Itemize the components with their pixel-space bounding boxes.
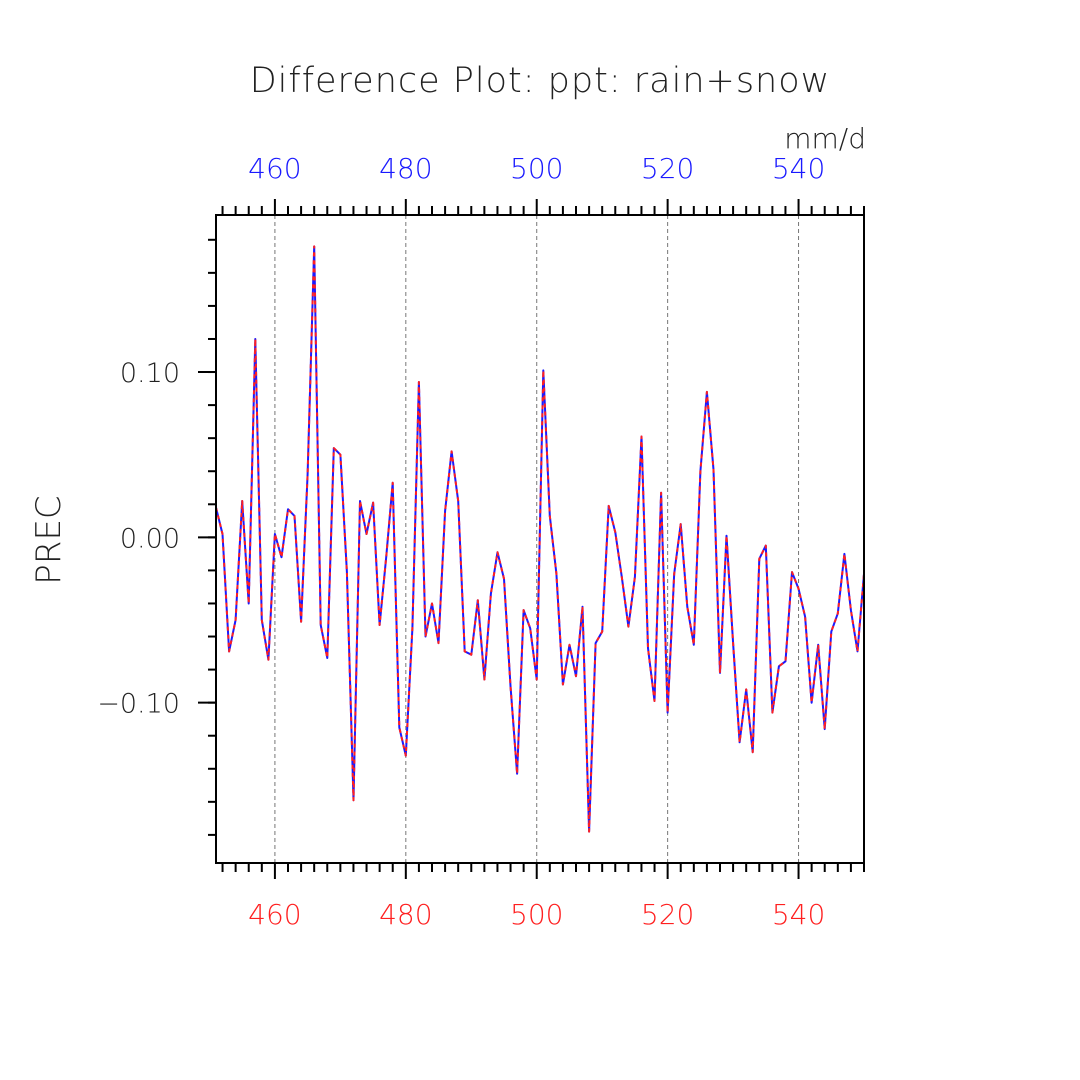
chart-title: Difference Plot: ppt: rain+snow [250, 61, 831, 101]
units-label: mm/d [784, 122, 866, 155]
x-tick-label-top: 480 [379, 152, 432, 185]
x-tick-label-top: 540 [772, 152, 825, 185]
y-tick-label: 0.00 [120, 523, 180, 554]
x-tick-label-bottom: 480 [379, 898, 432, 931]
tick-labels: −0.10 0.00 0.10 460 460 480 480 500 500 520 520 540… [97, 152, 825, 931]
gridlines [274, 215, 800, 863]
x-tick-label-top: 460 [248, 152, 301, 185]
x-tick-label-top: 500 [510, 152, 563, 185]
x-tick-label-bottom: 520 [641, 898, 694, 931]
x-tick-label-bottom: 500 [510, 898, 563, 931]
axis-ticks [198, 199, 865, 879]
series-group [215, 245, 865, 833]
plot-frame [215, 214, 865, 864]
x-tick-label-bottom: 540 [772, 898, 825, 931]
y-tick-label: 0.10 [120, 358, 180, 389]
y-axis-label: PREC [29, 495, 69, 584]
series-line-2 [215, 245, 865, 833]
x-tick-label-bottom: 460 [248, 898, 301, 931]
x-tick-label-top: 520 [641, 152, 694, 185]
y-tick-label: −0.10 [97, 689, 180, 720]
